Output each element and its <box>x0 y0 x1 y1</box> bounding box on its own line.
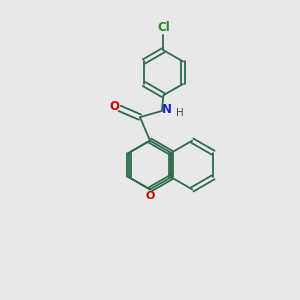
Text: O: O <box>109 100 119 113</box>
Text: N: N <box>162 103 172 116</box>
Text: Cl: Cl <box>157 21 170 34</box>
Text: O: O <box>145 191 155 201</box>
Text: H: H <box>176 108 183 118</box>
